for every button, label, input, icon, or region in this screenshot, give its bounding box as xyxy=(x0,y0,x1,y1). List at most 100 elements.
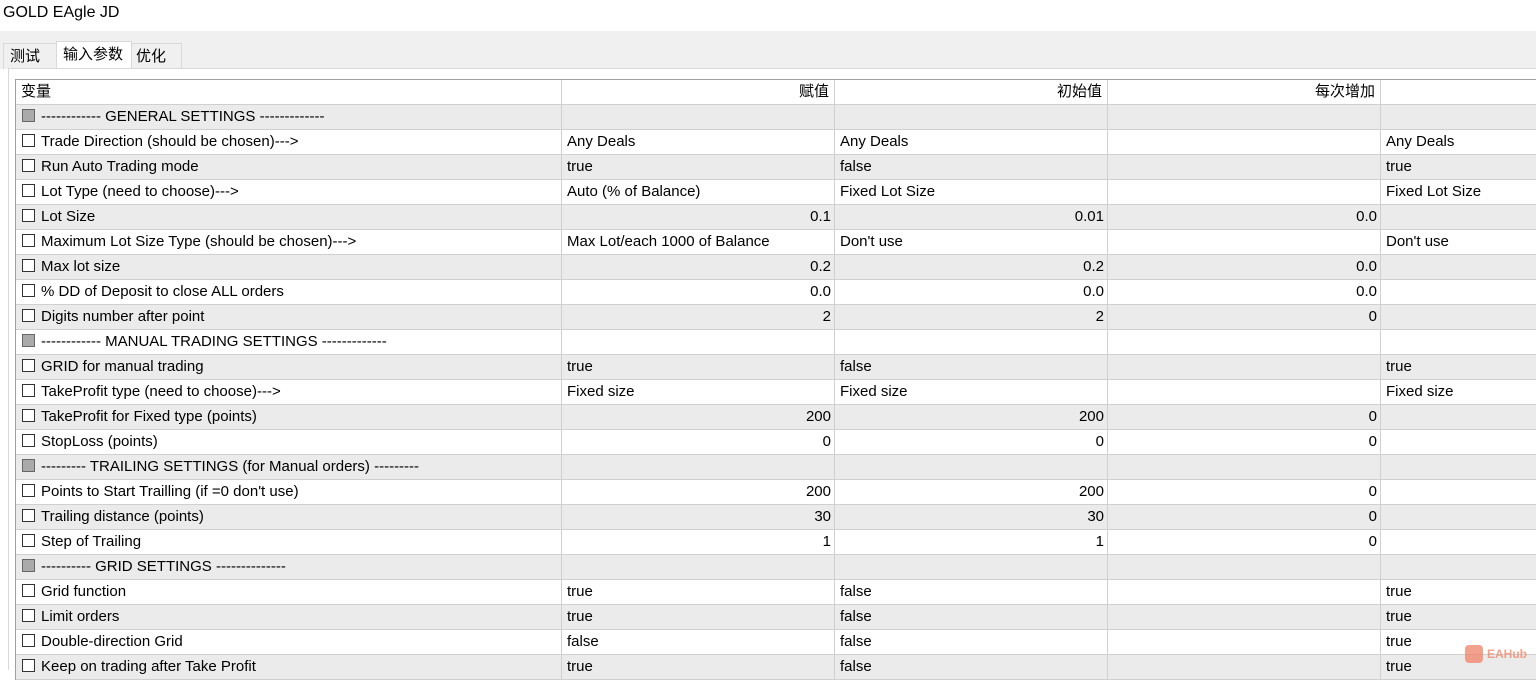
param-step[interactable]: 0 xyxy=(1108,480,1381,504)
tab-test[interactable]: 测试 xyxy=(3,43,57,69)
param-value[interactable]: 30 xyxy=(562,505,835,529)
table-row[interactable]: Lot Size 0.1 0.01 0.0 xyxy=(16,205,1536,230)
table-row[interactable]: StopLoss (points) 0 0 0 xyxy=(16,430,1536,455)
param-value[interactable]: Any Deals xyxy=(562,130,835,154)
param-step[interactable] xyxy=(1108,230,1381,254)
param-start[interactable]: 200 xyxy=(835,480,1108,504)
param-value[interactable]: 200 xyxy=(562,480,835,504)
param-start[interactable]: false xyxy=(835,630,1108,654)
param-value[interactable]: 2 xyxy=(562,305,835,329)
table-row[interactable]: Grid function true false true xyxy=(16,580,1536,605)
param-value[interactable]: true xyxy=(562,155,835,179)
checkbox[interactable] xyxy=(22,359,35,372)
param-value[interactable]: 0 xyxy=(562,430,835,454)
param-start[interactable]: false xyxy=(835,155,1108,179)
checkbox[interactable] xyxy=(22,384,35,397)
checkbox[interactable] xyxy=(22,184,35,197)
param-step[interactable] xyxy=(1108,580,1381,604)
param-start[interactable]: 1 xyxy=(835,530,1108,554)
checkbox[interactable] xyxy=(22,309,35,322)
checkbox[interactable] xyxy=(22,284,35,297)
param-step[interactable] xyxy=(1108,555,1381,579)
param-stop[interactable] xyxy=(1381,330,1536,354)
table-row[interactable]: % DD of Deposit to close ALL orders 0.0 0.… xyxy=(16,280,1536,305)
param-stop[interactable] xyxy=(1381,430,1536,454)
param-stop[interactable] xyxy=(1381,505,1536,529)
param-step[interactable] xyxy=(1108,380,1381,404)
table-row[interactable]: Trailing distance (points) 30 30 0 xyxy=(16,505,1536,530)
param-value[interactable]: 200 xyxy=(562,405,835,429)
param-step[interactable] xyxy=(1108,130,1381,154)
table-row[interactable]: Max lot size 0.2 0.2 0.0 xyxy=(16,255,1536,280)
param-start[interactable]: Don't use xyxy=(835,230,1108,254)
param-stop[interactable] xyxy=(1381,280,1536,304)
param-step[interactable]: 0 xyxy=(1108,530,1381,554)
param-value[interactable]: 1 xyxy=(562,530,835,554)
param-start[interactable] xyxy=(835,105,1108,129)
param-start[interactable]: false xyxy=(835,355,1108,379)
column-header-stop[interactable] xyxy=(1381,80,1536,104)
param-step[interactable]: 0 xyxy=(1108,405,1381,429)
param-step[interactable] xyxy=(1108,455,1381,479)
param-step[interactable]: 0 xyxy=(1108,430,1381,454)
param-start[interactable]: Fixed Lot Size xyxy=(835,180,1108,204)
table-row[interactable]: TakeProfit type (need to choose)---> Fixe… xyxy=(16,380,1536,405)
table-row[interactable]: Points to Start Trailling (if =0 don't u… xyxy=(16,480,1536,505)
param-stop[interactable]: Don't use xyxy=(1386,233,1449,250)
checkbox[interactable] xyxy=(22,609,35,622)
param-stop[interactable] xyxy=(1381,555,1536,579)
table-row[interactable]: Double-direction Grid false false true xyxy=(16,630,1536,655)
param-step[interactable] xyxy=(1108,655,1381,679)
param-step[interactable]: 0 xyxy=(1108,505,1381,529)
tab-inputs[interactable]: 输入参数 xyxy=(56,41,132,70)
param-value[interactable]: true xyxy=(562,580,835,604)
param-value[interactable] xyxy=(562,105,835,129)
table-row[interactable]: Run Auto Trading mode true false true xyxy=(16,155,1536,180)
param-step[interactable]: 0.0 xyxy=(1108,280,1381,304)
param-start[interactable]: 200 xyxy=(835,405,1108,429)
checkbox[interactable] xyxy=(22,484,35,497)
section-row[interactable]: ---------- GRID SETTINGS -------------- xyxy=(16,555,1536,580)
param-start[interactable]: 0 xyxy=(835,430,1108,454)
column-header-step[interactable]: 每次增加 xyxy=(1108,80,1381,104)
param-stop[interactable]: Fixed size xyxy=(1386,383,1454,400)
param-value[interactable]: true xyxy=(562,605,835,629)
table-row[interactable]: Step of Trailing 1 1 0 xyxy=(16,530,1536,555)
param-start[interactable] xyxy=(835,555,1108,579)
param-stop[interactable]: true xyxy=(1386,583,1412,600)
param-stop[interactable]: Any Deals xyxy=(1386,133,1455,150)
checkbox[interactable] xyxy=(22,234,35,247)
param-value[interactable]: 0.0 xyxy=(562,280,835,304)
param-start[interactable]: false xyxy=(835,580,1108,604)
section-row[interactable]: ------------ GENERAL SETTINGS ----------… xyxy=(16,105,1536,130)
tab-optimization[interactable]: 优化 xyxy=(131,43,182,69)
param-stop[interactable]: Fixed Lot Size xyxy=(1386,183,1482,200)
param-step[interactable]: 0 xyxy=(1108,305,1381,329)
param-step[interactable] xyxy=(1108,155,1381,179)
table-row[interactable]: Digits number after point 2 2 0 xyxy=(16,305,1536,330)
param-start[interactable]: Any Deals xyxy=(835,130,1108,154)
section-row[interactable]: --------- TRAILING SETTINGS (for Manual … xyxy=(16,455,1536,480)
checkbox[interactable] xyxy=(22,259,35,272)
param-start[interactable]: 0.2 xyxy=(835,255,1108,279)
param-value[interactable]: true xyxy=(562,355,835,379)
param-start[interactable]: Fixed size xyxy=(835,380,1108,404)
param-step[interactable] xyxy=(1108,180,1381,204)
checkbox[interactable] xyxy=(22,109,35,122)
param-stop[interactable] xyxy=(1381,405,1536,429)
param-stop[interactable] xyxy=(1381,205,1536,229)
param-value[interactable] xyxy=(562,555,835,579)
param-start[interactable]: 30 xyxy=(835,505,1108,529)
param-stop[interactable] xyxy=(1381,530,1536,554)
param-start[interactable] xyxy=(835,455,1108,479)
param-value[interactable]: false xyxy=(562,630,835,654)
table-row[interactable]: Limit orders true false true xyxy=(16,605,1536,630)
param-stop[interactable]: true xyxy=(1386,633,1412,650)
checkbox[interactable] xyxy=(22,584,35,597)
param-value[interactable]: true xyxy=(562,655,835,679)
param-stop[interactable] xyxy=(1381,305,1536,329)
param-value[interactable] xyxy=(562,455,835,479)
column-header-value[interactable]: 赋值 xyxy=(562,80,835,104)
param-step[interactable] xyxy=(1108,630,1381,654)
table-row[interactable]: Maximum Lot Size Type (should be chosen)… xyxy=(16,230,1536,255)
